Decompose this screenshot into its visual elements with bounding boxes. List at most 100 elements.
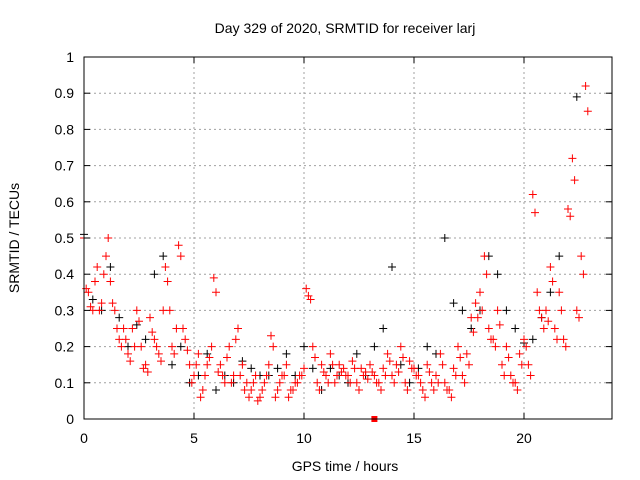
srmtid-point (515, 349, 524, 358)
srmtid-point (150, 335, 159, 344)
srmtid-extra-point (179, 324, 187, 333)
srmtid-extra-point (456, 353, 465, 362)
srmtid-all-point (150, 270, 159, 279)
srmtid-point (128, 324, 137, 333)
srmtid-all-point (132, 320, 141, 329)
srmtid-extra-point (504, 353, 513, 362)
srmtid-extra-point (253, 396, 262, 405)
srmtid-extra-point (152, 342, 161, 351)
srmtid-point (449, 364, 458, 373)
srmtid-extra-point (570, 176, 579, 185)
srmtid-point (203, 360, 212, 369)
srmtid-extra-point (443, 386, 451, 395)
srmtid-extra-point (531, 208, 539, 217)
srmtid-extra-point (429, 386, 438, 395)
x-tick-label: 15 (406, 430, 422, 446)
srmtid-extra-point (258, 386, 267, 395)
y-tick-label: 0.1 (55, 375, 75, 391)
srmtid-extra-point (170, 349, 179, 358)
srmtid-point (568, 154, 577, 163)
srmtid-point (546, 262, 555, 271)
srmtid-extra-point (302, 284, 311, 293)
srmtid-point (528, 190, 537, 199)
srmtid-extra-point (192, 360, 201, 369)
srmtid-extra-point (509, 378, 517, 387)
srmtid-all-point (273, 364, 282, 373)
srmtid-all-point (502, 306, 511, 315)
srmtid-extra-point (196, 393, 205, 402)
srmtid-point (418, 386, 427, 395)
srmtid-point (97, 299, 106, 308)
srmtid-point (110, 306, 119, 315)
srmtid-all-point (106, 262, 115, 271)
srmtid-all-point (176, 342, 185, 351)
srmtid-point (572, 306, 581, 315)
srmtid-extra-point (240, 386, 249, 395)
srmtid-extra-point (438, 360, 447, 369)
srmtid-extra-point (535, 306, 544, 315)
axis-ticks: 0 5 10 15 20 0 0.1 0.2 0.3 0.4 0.5 0.6 0.7 0.8 0.9 1 (55, 49, 612, 446)
srmtid-extra-point (293, 378, 302, 387)
srmtid-all-point (467, 324, 476, 333)
srmtid-all-point (115, 313, 124, 322)
srmtid-extra-point (372, 378, 381, 387)
srmtid-all-point (141, 335, 150, 344)
srmtid-extra-point (473, 313, 482, 322)
srmtid-all-point (352, 349, 361, 358)
srmtid-point (339, 364, 348, 373)
srmtid-point (476, 288, 484, 297)
srmtid-extra-point (526, 371, 535, 380)
x-tick-label: 10 (296, 430, 312, 446)
srmtid-point (238, 360, 247, 369)
srmtid-all-point (528, 335, 537, 344)
srmtid-point (176, 252, 185, 261)
srmtid-extra-point (416, 378, 425, 387)
srmtid-extra-point (491, 342, 500, 351)
srmtid-extra-point (399, 353, 407, 362)
srmtid-extra-point (561, 342, 570, 351)
y-tick-label: 0.4 (55, 266, 75, 282)
srmtid-extra-point (91, 277, 99, 286)
srmtid-extra-point (231, 335, 240, 344)
srmtid-all-point (370, 342, 379, 351)
srmtid-extra-point (218, 371, 227, 380)
srmtid-extra-point (187, 378, 196, 387)
y-tick-label: 0.6 (55, 194, 75, 210)
srmtid-extra-point (451, 371, 460, 380)
srmtid-extra-point (214, 367, 223, 376)
srmtid-point (555, 288, 564, 297)
srmtid-extra-point (95, 306, 104, 315)
srmtid-point (146, 313, 154, 322)
srmtid-extra-point (403, 386, 412, 395)
srmtid-extra-point (99, 270, 108, 279)
srmtid-extra-point (434, 378, 443, 387)
srmtid-extra-point (143, 367, 152, 376)
srmtid-point (471, 299, 480, 308)
srmtid-point (537, 313, 546, 322)
srmtid-extra-point (183, 346, 192, 355)
y-axis-label: SRMTID / TECUs (6, 183, 22, 293)
srmtid-extra-point (201, 371, 209, 380)
srmtid-point (93, 262, 102, 271)
srmtid-extra-point (227, 378, 236, 387)
srmtid-all-point (458, 306, 467, 315)
srmtid-extra-point (447, 393, 456, 402)
srmtid-extra-point (267, 331, 275, 340)
srmtid-point (370, 371, 379, 380)
srmtid-point (102, 252, 110, 261)
srmtid-point (313, 378, 322, 387)
srmtid-extra-point (315, 386, 324, 395)
srmtid-point (269, 342, 278, 351)
srmtid-point (502, 342, 511, 351)
srmtid-extra-point (500, 371, 509, 380)
srmtid-extra-point (385, 357, 394, 366)
srmtid-all-point (308, 364, 317, 373)
srmtid-all-point (159, 252, 168, 261)
srmtid-point (423, 360, 432, 369)
srmtid-point (484, 324, 493, 333)
srmtid-extra-point (108, 299, 117, 308)
srmtid-extra-point (205, 353, 214, 362)
srmtid-extra-point (513, 386, 522, 395)
srmtid-point (366, 360, 374, 369)
srmtid-extra-point (583, 107, 592, 116)
